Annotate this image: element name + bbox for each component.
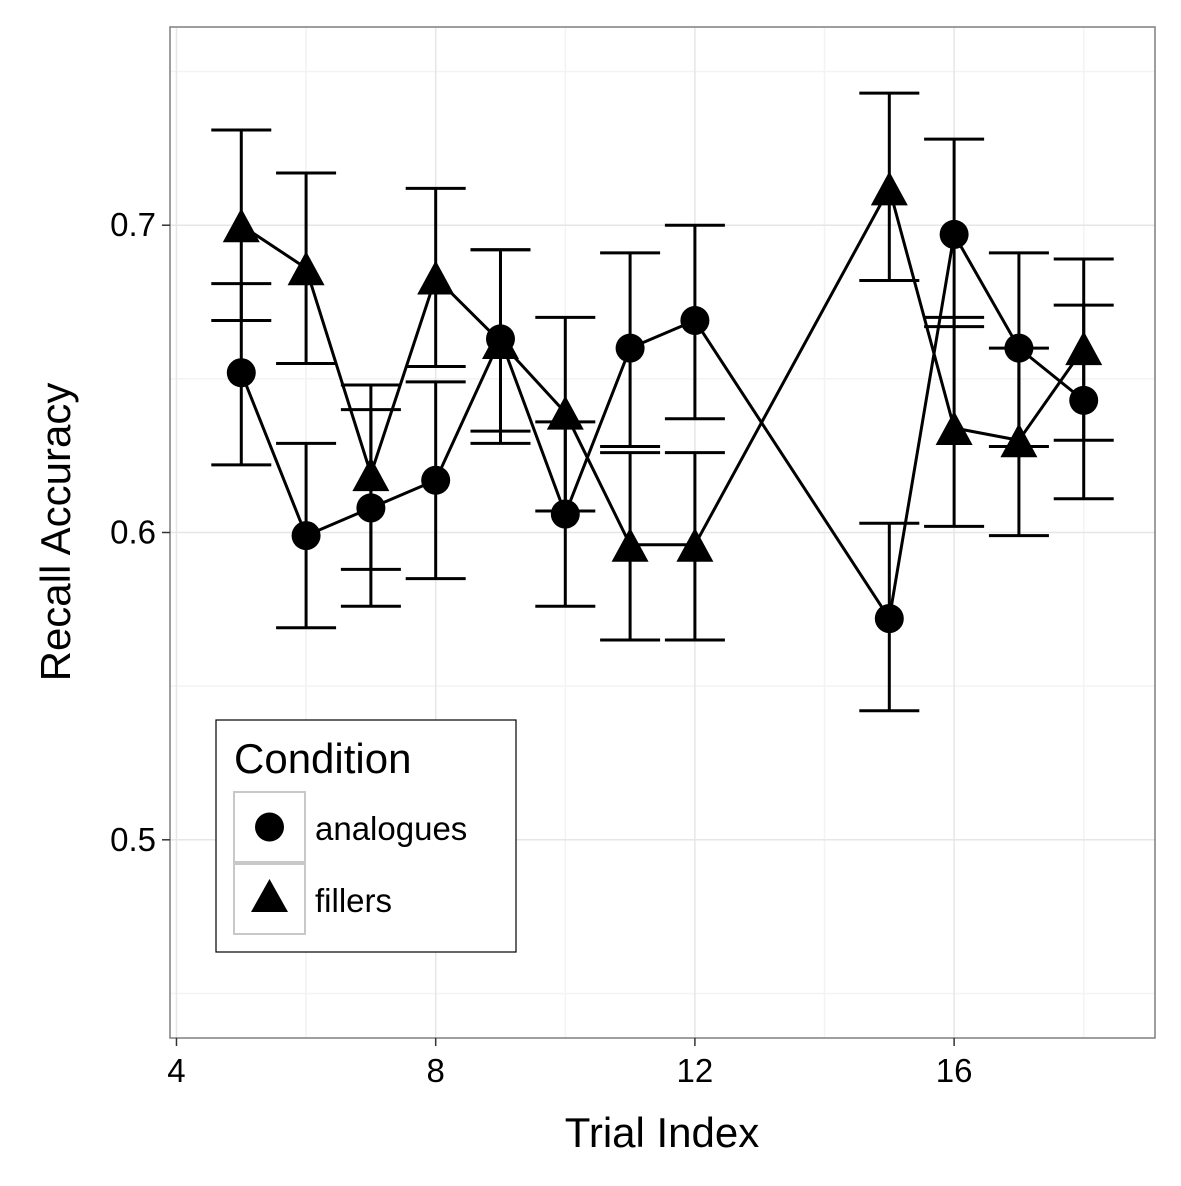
data-point-fillers bbox=[935, 411, 973, 446]
y-axis-title: Recall Accuracy bbox=[32, 383, 79, 682]
data-point-fillers bbox=[352, 457, 390, 492]
legend-circle-icon bbox=[255, 812, 284, 842]
data-point-analogues bbox=[226, 358, 256, 388]
data-point-analogues bbox=[874, 604, 904, 634]
legend-triangle-icon bbox=[251, 879, 288, 912]
data-point-fillers bbox=[287, 251, 325, 286]
data-point-fillers bbox=[870, 171, 908, 206]
data-point-analogues bbox=[680, 305, 710, 335]
data-point-analogues bbox=[421, 465, 451, 495]
y-tick-label: 0.5 bbox=[110, 821, 156, 858]
data-point-fillers bbox=[222, 208, 260, 243]
series-line-fillers bbox=[240, 186, 1085, 547]
markers-fillers bbox=[222, 171, 1103, 562]
x-tick-label: 12 bbox=[677, 1052, 714, 1089]
data-point-analogues bbox=[291, 521, 321, 551]
data-point-fillers bbox=[417, 260, 455, 295]
x-tick-label: 16 bbox=[936, 1052, 973, 1089]
data-point-fillers bbox=[676, 527, 714, 562]
axis-layer: 4 8 12 16 0.5 0.6 0.7 bbox=[110, 206, 972, 1089]
legend-label-analogues: analogues bbox=[315, 810, 467, 847]
markers-analogues bbox=[226, 219, 1099, 634]
data-point-analogues bbox=[615, 333, 645, 363]
x-axis-title: Trial Index bbox=[565, 1109, 760, 1156]
data-point-analogues bbox=[1004, 333, 1034, 363]
data-point-analogues bbox=[356, 493, 386, 523]
data-point-fillers bbox=[1000, 423, 1038, 458]
legend: Condition analogues fillers bbox=[215, 719, 517, 953]
data-point-analogues bbox=[1069, 385, 1099, 415]
y-tick-label: 0.7 bbox=[110, 206, 156, 243]
legend-title: Condition bbox=[234, 735, 411, 782]
x-tick-label: 4 bbox=[167, 1052, 185, 1089]
x-tick-label: 8 bbox=[427, 1052, 445, 1089]
data-point-analogues bbox=[550, 499, 580, 529]
data-point-analogues bbox=[939, 219, 969, 249]
data-point-fillers bbox=[611, 527, 649, 562]
series-layer bbox=[211, 91, 1114, 713]
data-point-fillers bbox=[546, 395, 584, 430]
data-point-fillers bbox=[1065, 331, 1103, 366]
y-tick-label: 0.6 bbox=[110, 514, 156, 551]
legend-label-fillers: fillers bbox=[315, 882, 392, 919]
data-point-fillers bbox=[481, 324, 519, 359]
